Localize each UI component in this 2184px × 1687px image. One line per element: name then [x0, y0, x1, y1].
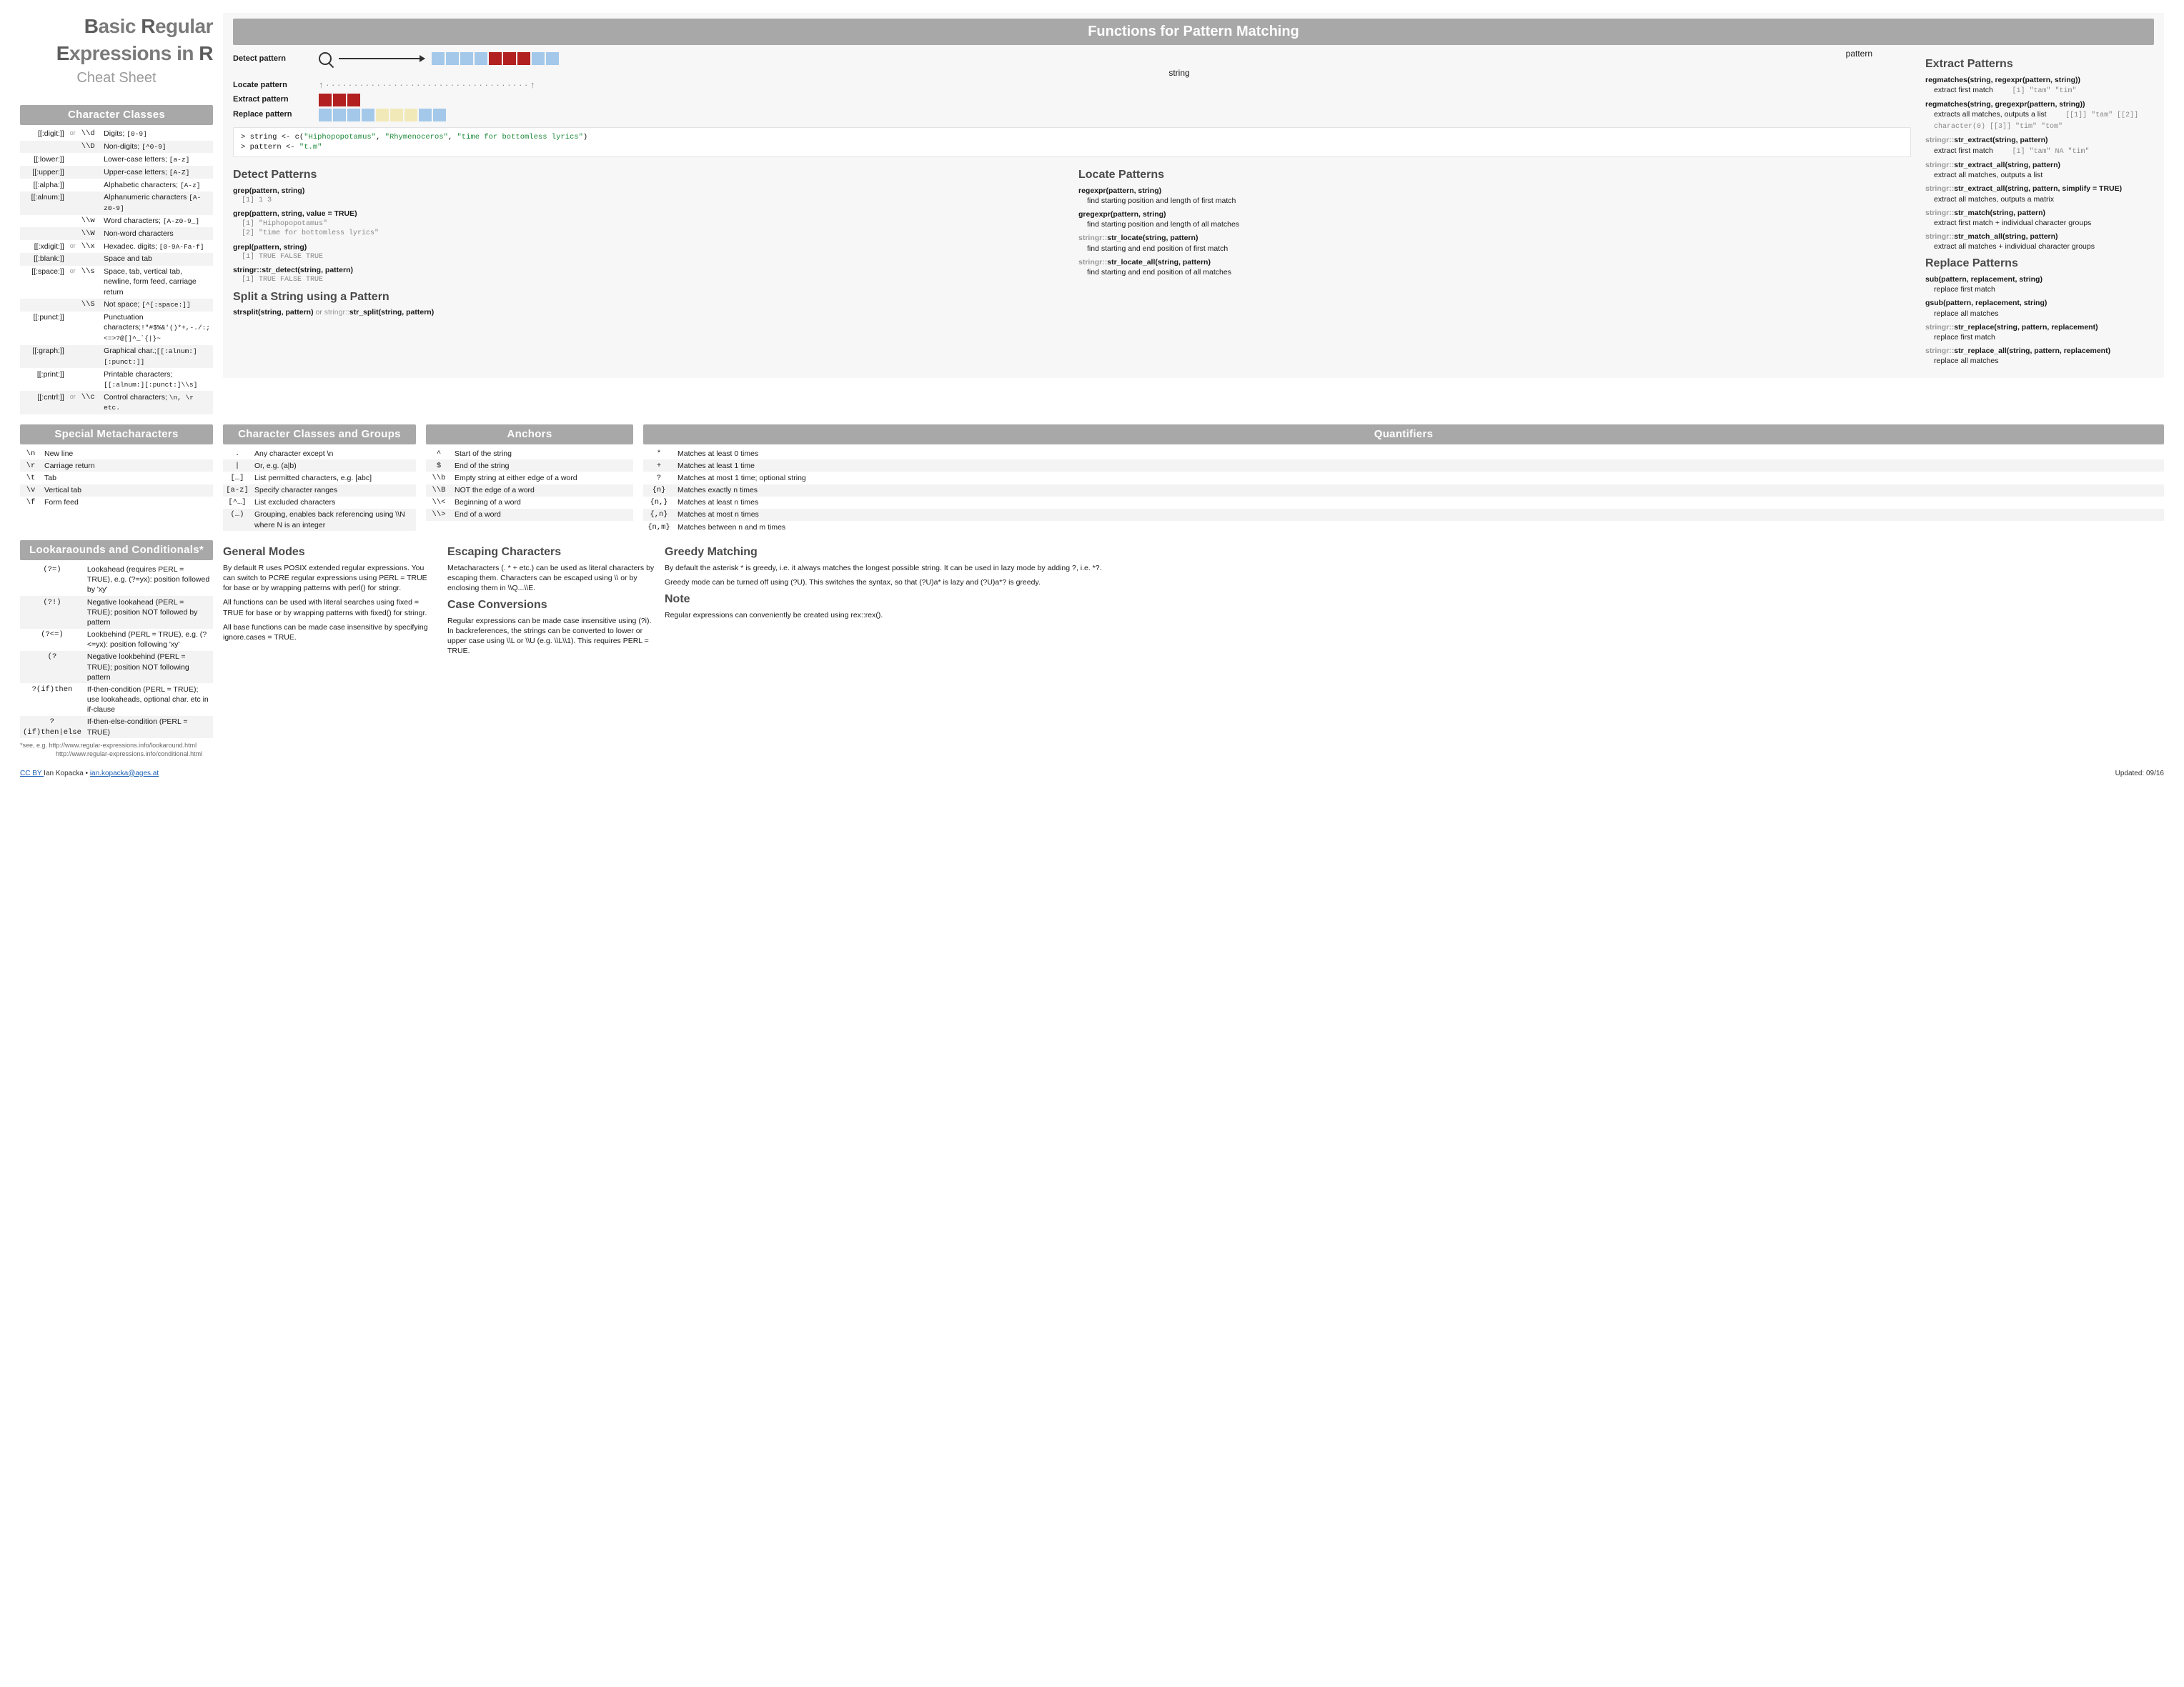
magnify-icon: [319, 52, 332, 65]
fn-item: regmatches(string, regexpr(pattern, stri…: [1925, 75, 2154, 96]
quantifiers-header: Quantifiers: [643, 424, 2164, 444]
special-meta-section: Special Metacharacters \nNew line\rCarri…: [20, 424, 213, 533]
fn-item: gregexpr(pattern, string)find starting p…: [1078, 209, 1911, 229]
detect-heading: Detect Patterns: [233, 167, 1066, 183]
fn-item: gsub(pattern, replacement, string)replac…: [1925, 298, 2154, 318]
lookaround-header: Lookaraounds and Conditionals*: [20, 540, 213, 560]
extract-label: Extract pattern: [233, 94, 312, 105]
locate-heading: Locate Patterns: [1078, 167, 1911, 183]
lookaround-section: Lookaraounds and Conditionals* (?=)Looka…: [20, 540, 213, 758]
anchors-header: Anchors: [426, 424, 633, 444]
lookaround-note2: http://www.regular-expressions.info/cond…: [20, 750, 213, 758]
extract-heading: Extract Patterns: [1925, 56, 2154, 72]
split-fn: strsplit(string, pattern) or stringr::st…: [233, 307, 1066, 317]
caseconv-heading: Case Conversions: [447, 597, 655, 613]
fn-item: stringr::str_locate(string, pattern)find…: [1078, 233, 1911, 253]
functions-panel: Functions for Pattern Matching pattern D…: [223, 13, 2164, 378]
fn-item: stringr::str_replace_all(string, pattern…: [1925, 346, 2154, 366]
replace-heading: Replace Patterns: [1925, 256, 2154, 272]
fn-item: stringr::str_match_all(string, pattern)e…: [1925, 232, 2154, 252]
escaping-section: Escaping Characters Metacharacters (. * …: [447, 540, 655, 758]
greedy-heading: Greedy Matching: [665, 544, 2164, 560]
escaping-heading: Escaping Characters: [447, 544, 655, 560]
note-heading: Note: [665, 592, 2164, 607]
general-modes-section: General Modes By default R uses POSIX ex…: [223, 540, 437, 758]
arrow-icon: [339, 58, 425, 59]
anchors-section: Anchors ^Start of the string$End of the …: [426, 424, 633, 533]
fn-item: regexpr(pattern, string)find starting po…: [1078, 186, 1911, 206]
cc-by-link[interactable]: CC BY: [20, 770, 44, 777]
lookaround-note1: *see, e.g. http://www.regular-expression…: [20, 741, 213, 750]
code-sample: > string <- c("Hiphopopotamus", "Rhymeno…: [233, 127, 1911, 157]
fn-item: grep(pattern, string, value = TRUE)[1] "…: [233, 209, 1066, 238]
updated-label: Updated: 09/16: [2115, 769, 2164, 779]
fn-item: grepl(pattern, string)[1] TRUE FALSE TRU…: [233, 242, 1066, 262]
detect-label: Detect pattern: [233, 54, 312, 64]
fn-item: stringr::str_extract(string, pattern)ext…: [1925, 135, 2154, 156]
ccg-header: Character Classes and Groups: [223, 424, 416, 444]
quantifiers-section: Quantifiers *Matches at least 0 times+Ma…: [643, 424, 2164, 533]
greedy-section: Greedy Matching By default the asterisk …: [665, 540, 2164, 758]
fn-item: stringr::str_replace(string, pattern, re…: [1925, 322, 2154, 342]
char-classes-section: Character Classes [[:digit:]]or\\dDigits…: [20, 105, 213, 414]
fn-item: stringr::str_match(string, pattern)extra…: [1925, 208, 2154, 228]
general-heading: General Modes: [223, 544, 437, 560]
fn-item: stringr::str_extract_all(string, pattern…: [1925, 160, 2154, 180]
special-meta-header: Special Metacharacters: [20, 424, 213, 444]
fn-item: stringr::str_locate_all(string, pattern)…: [1078, 257, 1911, 277]
locate-label: Locate pattern: [233, 80, 312, 91]
string-squares: [432, 52, 559, 65]
title-b: B: [84, 15, 99, 37]
fn-item: stringr::str_extract_all(string, pattern…: [1925, 184, 2154, 204]
string-label: string: [447, 67, 1911, 79]
fn-item: sub(pattern, replacement, string)replace…: [1925, 274, 2154, 294]
ccg-section: Character Classes and Groups .Any charac…: [223, 424, 416, 533]
footer: CC BY Ian Kopacka • ian.kopacka@ages.at …: [20, 769, 2164, 779]
title-sub: Cheat Sheet: [20, 69, 213, 88]
fn-item: stringr::str_detect(string, pattern)[1] …: [233, 265, 1066, 285]
split-heading: Split a String using a Pattern: [233, 289, 1066, 305]
fn-item: regmatches(string, gregexpr(pattern, str…: [1925, 99, 2154, 131]
functions-header: Functions for Pattern Matching: [233, 19, 2154, 45]
title-block: Basic Regular Expressions in R Cheat She…: [20, 13, 213, 88]
email-link[interactable]: ian.kopacka@ages.at: [90, 770, 159, 777]
fn-item: grep(pattern, string)[1] 1 3: [233, 186, 1066, 206]
pattern-label: pattern: [1846, 48, 1872, 59]
char-classes-header: Character Classes: [20, 105, 213, 125]
char-classes-table: [[:digit:]]or\\dDigits; [0-9]\\DNon-digi…: [20, 128, 213, 414]
replace-label: Replace pattern: [233, 109, 312, 120]
